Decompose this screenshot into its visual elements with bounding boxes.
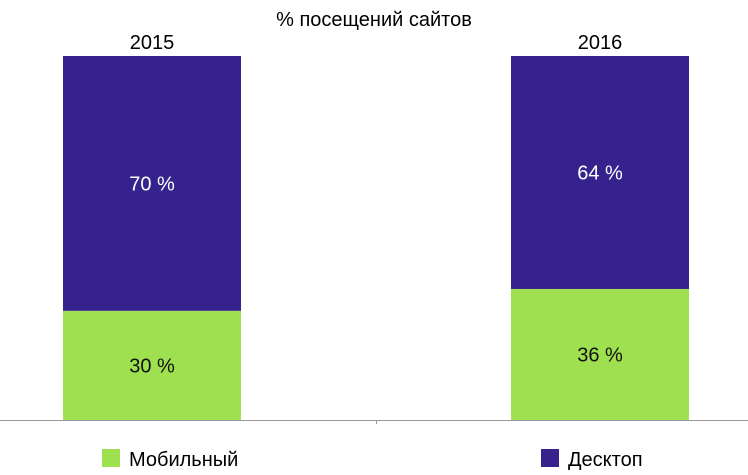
legend-label: Мобильный [129, 449, 238, 471]
legend-swatch [102, 449, 120, 467]
bar-segment-desktop [511, 56, 689, 289]
legend-label: Десктоп [568, 449, 643, 471]
data-label: 30 % [129, 355, 175, 377]
data-label: 36 % [577, 344, 623, 366]
legend-swatch [541, 449, 559, 467]
bars-layer: 2015 30 % 70 % 2016 36 % 64 % [63, 32, 689, 420]
bar-segment-desktop [63, 56, 241, 311]
legend: Мобильный Десктоп [102, 449, 643, 471]
chart-title: % посещений сайтов [276, 9, 472, 31]
data-label: 70 % [129, 173, 175, 195]
category-label: 2015 [130, 32, 175, 54]
bar-segment-mobile [63, 310, 241, 420]
category-label: 2016 [578, 32, 623, 54]
data-label: 64 % [577, 162, 623, 184]
bar-segment-mobile [511, 288, 689, 420]
